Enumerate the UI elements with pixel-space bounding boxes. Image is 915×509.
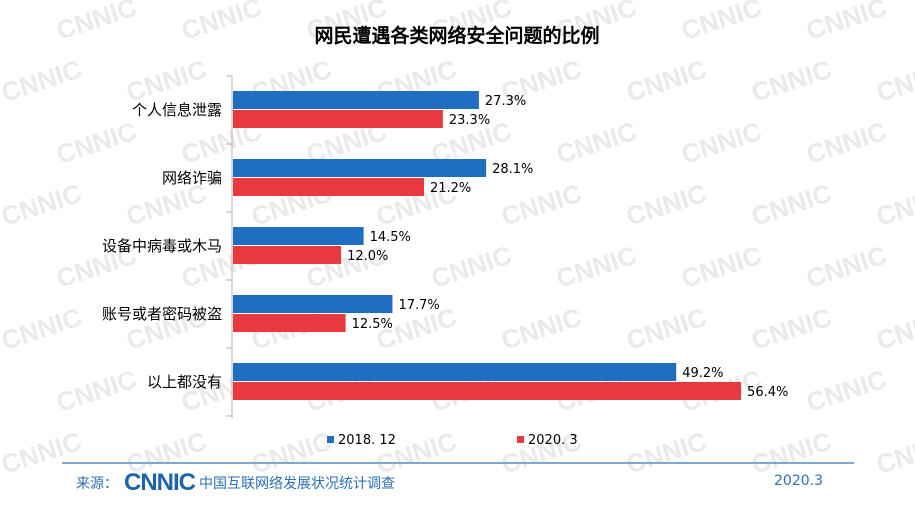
bar-2020 [233,314,346,332]
bar-2018 [233,295,393,313]
category-label: 网络诈骗 [162,169,222,187]
watermark-logo: CNNIC [0,178,85,232]
watermark-logo: CNNIC [803,116,891,170]
survey-name: 中国互联网络发展状况统计调查 [199,476,395,492]
watermark-logo: CNNIC [123,54,211,108]
bar-2020 [233,110,443,128]
legend-swatch [517,436,524,443]
watermark-logo: CNNIC [623,302,711,356]
legend-label: 2020. 3 [528,433,578,448]
watermark-logo: CNNIC [428,240,516,294]
data-label: 56.4% [747,385,788,400]
watermark-logo: CNNIC [0,302,85,356]
data-label: 12.0% [347,249,388,264]
watermark-logo: CNNIC [178,0,266,46]
data-label: 14.5% [370,230,411,245]
chart-title: 网民遭遇各类网络安全问题的比例 [314,24,599,47]
cnnic-logo: CNNIC [124,469,196,496]
data-label: 28.1% [492,162,533,177]
category-label: 以上都没有 [147,373,222,391]
watermark-logo: CNNIC [553,116,641,170]
watermark-logo: CNNIC [53,116,141,170]
footer: 来源： CNNIC 中国互联网络发展状况统计调查 2020.3 [0,461,915,509]
watermark-logo: CNNIC [0,54,85,108]
category-label: 个人信息泄露 [132,101,222,119]
bar-2018 [233,227,364,245]
footer-source: 来源： CNNIC 中国互联网络发展状况统计调查 [76,471,395,495]
watermark-logo: CNNIC [498,178,586,232]
watermark-logo: CNNIC [803,364,891,418]
category-label: 设备中病毒或木马 [102,237,222,255]
bar-2018 [233,91,479,109]
legend: 2018. 12 2020. 3 [327,433,578,448]
watermark-logo: CNNIC [553,240,641,294]
bars-layer [233,91,742,400]
watermark-logo: CNNIC [678,240,766,294]
data-label: 17.7% [398,298,439,313]
footer-divider [62,462,854,464]
y-axis-ticks [226,75,232,417]
watermark-logo: CNNIC [678,116,766,170]
data-label: 27.3% [485,94,526,109]
bar-2020 [233,246,342,264]
watermark-logo: CNNIC [53,0,141,46]
category-label: 账号或者密码被盗 [102,305,222,323]
data-label: 12.5% [352,317,393,332]
watermark-logo: CNNIC [803,240,891,294]
watermark-logo: CNNIC [748,54,836,108]
watermark-logo: CNNIC [873,178,915,232]
watermark-logo: CNNIC [678,0,766,46]
watermark-logo: CNNIC [803,0,891,46]
data-label: 49.2% [682,366,723,381]
labels-layer: 个人信息泄露 27.3% 23.3% 网络诈骗 28.1% 21.2% 设备中病毒或木马 14… [102,94,788,400]
footer-date: 2020.3 [774,473,823,489]
data-label: 23.3% [449,113,490,128]
data-label: 21.2% [430,181,471,196]
watermark-logo: CNNIC [873,54,915,108]
bar-2020 [233,382,742,400]
bar-2018 [233,363,677,381]
watermark-logo: CNNIC [498,302,586,356]
watermark-logo: CNNIC [873,302,915,356]
watermark-logo: CNNIC [623,178,711,232]
watermark-logo: CNNIC [53,364,141,418]
source-label: 来源： [76,476,118,492]
legend-label: 2018. 12 [338,433,396,448]
legend-swatch [327,436,334,443]
bar-2018 [233,159,487,177]
watermark-logo: CNNIC [748,178,836,232]
watermark-logo: CNNIC [623,54,711,108]
watermark-logo: CNNIC [748,302,836,356]
bar-2020 [233,178,424,196]
